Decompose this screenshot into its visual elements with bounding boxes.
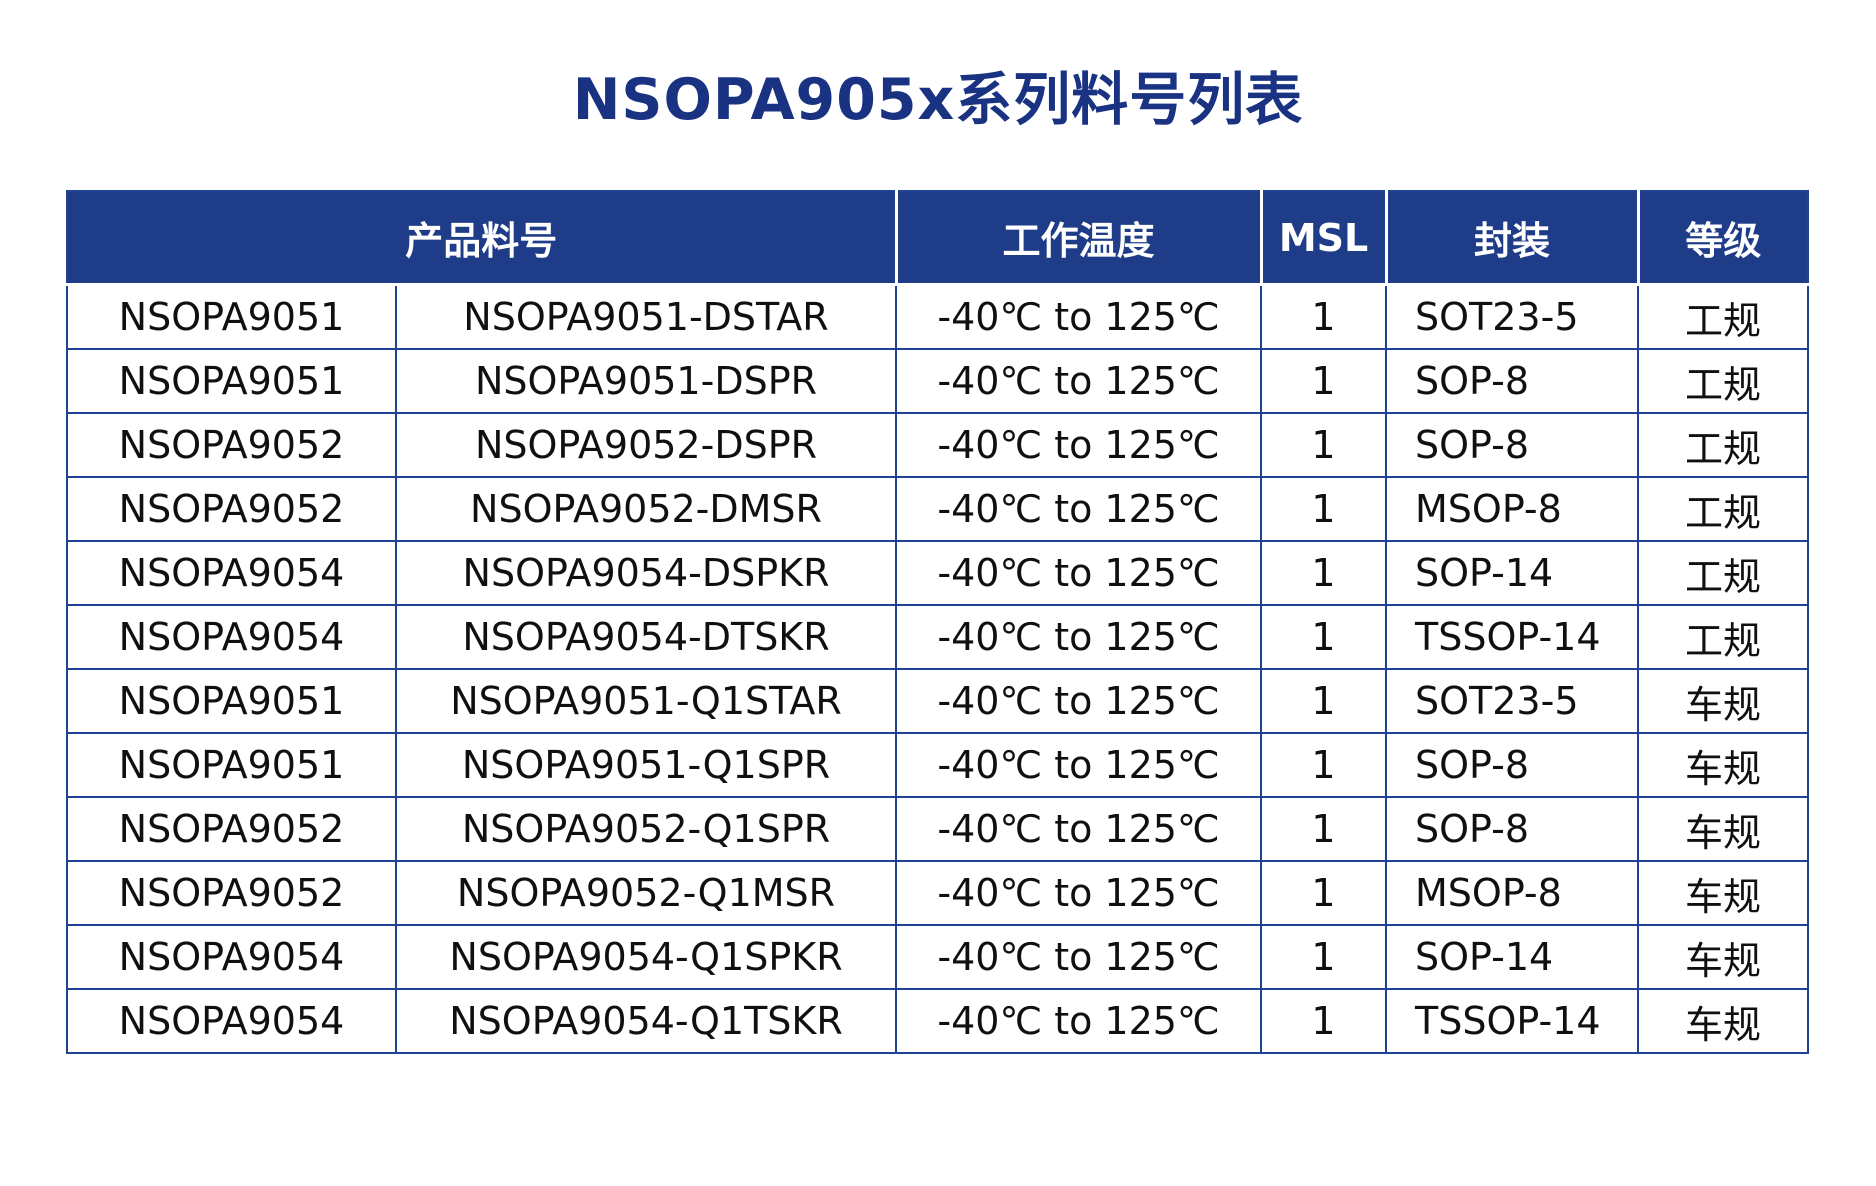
table-row: NSOPA9054 NSOPA9054-Q1TSKR -40℃ to 125℃ … <box>66 988 1810 1054</box>
cell-operating-temperature: -40℃ to 125℃ <box>895 732 1263 798</box>
cell-operating-temperature: -40℃ to 125℃ <box>895 988 1263 1054</box>
header-msl: MSL <box>1259 191 1388 286</box>
table-row: NSOPA9052 NSOPA9052-DMSR -40℃ to 125℃ 1 … <box>66 476 1810 542</box>
cell-msl: 1 <box>1260 283 1388 350</box>
cell-package: TSSOP-14 <box>1385 988 1640 1054</box>
cell-part-number: NSOPA9054-Q1SPKR <box>394 924 898 990</box>
cell-grade: 工规 <box>1637 476 1810 542</box>
header-product-part: 产品料号 <box>67 191 898 286</box>
cell-msl: 1 <box>1260 988 1388 1054</box>
table-row: NSOPA9054 NSOPA9054-Q1SPKR -40℃ to 125℃ … <box>66 924 1810 990</box>
cell-operating-temperature: -40℃ to 125℃ <box>895 412 1263 478</box>
cell-series: NSOPA9052 <box>66 796 397 862</box>
cell-msl: 1 <box>1260 412 1388 478</box>
cell-grade: 车规 <box>1637 924 1810 990</box>
cell-grade: 车规 <box>1637 668 1810 734</box>
table-row: NSOPA9051 NSOPA9051-Q1STAR -40℃ to 125℃ … <box>66 668 1810 734</box>
table-body: NSOPA9051 NSOPA9051-DSTAR -40℃ to 125℃ 1… <box>66 283 1810 1054</box>
cell-package: TSSOP-14 <box>1385 604 1640 670</box>
cell-msl: 1 <box>1260 924 1388 990</box>
table-row: NSOPA9051 NSOPA9051-DSTAR -40℃ to 125℃ 1… <box>66 283 1810 350</box>
cell-msl: 1 <box>1260 732 1388 798</box>
table-row: NSOPA9054 NSOPA9054-DSPKR -40℃ to 125℃ 1… <box>66 540 1810 606</box>
cell-series: NSOPA9052 <box>66 860 397 926</box>
cell-grade: 工规 <box>1637 283 1810 350</box>
cell-series: NSOPA9052 <box>66 476 397 542</box>
cell-grade: 车规 <box>1637 796 1810 862</box>
cell-operating-temperature: -40℃ to 125℃ <box>895 668 1263 734</box>
cell-part-number: NSOPA9054-Q1TSKR <box>394 988 898 1054</box>
table-row: NSOPA9052 NSOPA9052-DSPR -40℃ to 125℃ 1 … <box>66 412 1810 478</box>
cell-part-number: NSOPA9052-DSPR <box>394 412 898 478</box>
parts-table: 产品料号 工作温度 MSL 封装 等级 NSOPA9051 NSOPA9051-… <box>66 190 1810 1054</box>
cell-msl: 1 <box>1260 604 1388 670</box>
table-row: NSOPA9051 NSOPA9051-DSPR -40℃ to 125℃ 1 … <box>66 348 1810 414</box>
cell-series: NSOPA9054 <box>66 924 397 990</box>
cell-grade: 车规 <box>1637 988 1810 1054</box>
cell-package: SOP-8 <box>1385 348 1640 414</box>
cell-grade: 车规 <box>1637 860 1810 926</box>
cell-msl: 1 <box>1260 860 1388 926</box>
cell-msl: 1 <box>1260 540 1388 606</box>
cell-series: NSOPA9051 <box>66 283 397 350</box>
cell-series: NSOPA9051 <box>66 668 397 734</box>
cell-operating-temperature: -40℃ to 125℃ <box>895 283 1263 350</box>
cell-operating-temperature: -40℃ to 125℃ <box>895 860 1263 926</box>
cell-operating-temperature: -40℃ to 125℃ <box>895 348 1263 414</box>
page-title: NSOPA905x系列料号列表 <box>572 67 1304 133</box>
cell-operating-temperature: -40℃ to 125℃ <box>895 924 1263 990</box>
cell-series: NSOPA9054 <box>66 604 397 670</box>
cell-series: NSOPA9051 <box>66 732 397 798</box>
cell-msl: 1 <box>1260 476 1388 542</box>
cell-package: SOP-14 <box>1385 924 1640 990</box>
header-operating-temperature: 工作温度 <box>894 191 1263 286</box>
cell-operating-temperature: -40℃ to 125℃ <box>895 540 1263 606</box>
cell-part-number: NSOPA9051-Q1STAR <box>394 668 898 734</box>
cell-part-number: NSOPA9052-Q1SPR <box>394 796 898 862</box>
cell-operating-temperature: -40℃ to 125℃ <box>895 604 1263 670</box>
table-row: NSOPA9051 NSOPA9051-Q1SPR -40℃ to 125℃ 1… <box>66 732 1810 798</box>
cell-series: NSOPA9051 <box>66 348 397 414</box>
cell-msl: 1 <box>1260 668 1388 734</box>
cell-package: SOT23-5 <box>1385 283 1640 350</box>
table-row: NSOPA9052 NSOPA9052-Q1SPR -40℃ to 125℃ 1… <box>66 796 1810 862</box>
cell-grade: 工规 <box>1637 604 1810 670</box>
cell-part-number: NSOPA9054-DSPKR <box>394 540 898 606</box>
cell-package: SOT23-5 <box>1385 668 1640 734</box>
cell-msl: 1 <box>1260 348 1388 414</box>
cell-package: SOP-8 <box>1385 796 1640 862</box>
table-header-row: 产品料号 工作温度 MSL 封装 等级 <box>67 191 1809 286</box>
cell-grade: 车规 <box>1637 732 1810 798</box>
cell-part-number: NSOPA9052-DMSR <box>394 476 898 542</box>
cell-grade: 工规 <box>1637 412 1810 478</box>
cell-part-number: NSOPA9051-Q1SPR <box>394 732 898 798</box>
cell-series: NSOPA9054 <box>66 540 397 606</box>
cell-msl: 1 <box>1260 796 1388 862</box>
cell-package: MSOP-8 <box>1385 476 1640 542</box>
cell-operating-temperature: -40℃ to 125℃ <box>895 476 1263 542</box>
cell-package: SOP-14 <box>1385 540 1640 606</box>
table-row: NSOPA9052 NSOPA9052-Q1MSR -40℃ to 125℃ 1… <box>66 860 1810 926</box>
cell-package: MSOP-8 <box>1385 860 1640 926</box>
cell-part-number: NSOPA9054-DTSKR <box>394 604 898 670</box>
cell-part-number: NSOPA9051-DSPR <box>394 348 898 414</box>
cell-grade: 工规 <box>1637 540 1810 606</box>
cell-series: NSOPA9052 <box>66 412 397 478</box>
header-package: 封装 <box>1384 191 1640 286</box>
cell-operating-temperature: -40℃ to 125℃ <box>895 796 1263 862</box>
header-grade: 等级 <box>1636 191 1809 286</box>
cell-package: SOP-8 <box>1385 732 1640 798</box>
cell-part-number: NSOPA9052-Q1MSR <box>394 860 898 926</box>
cell-series: NSOPA9054 <box>66 988 397 1054</box>
cell-grade: 工规 <box>1637 348 1810 414</box>
cell-part-number: NSOPA9051-DSTAR <box>394 283 898 350</box>
cell-package: SOP-8 <box>1385 412 1640 478</box>
table-row: NSOPA9054 NSOPA9054-DTSKR -40℃ to 125℃ 1… <box>66 604 1810 670</box>
